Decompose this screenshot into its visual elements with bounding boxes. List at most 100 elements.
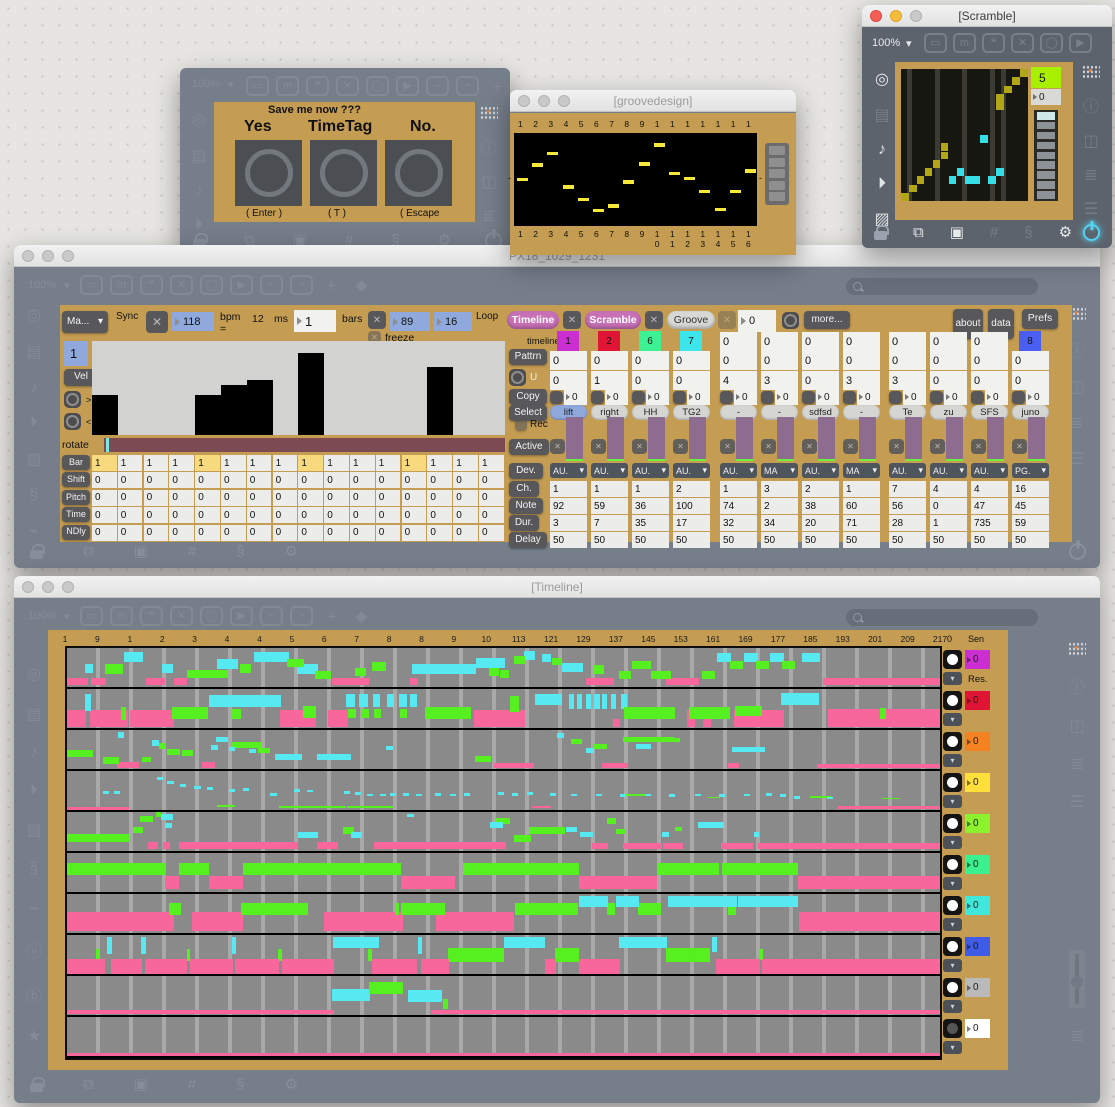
info-icon[interactable]: ⓘ bbox=[1068, 680, 1085, 697]
copy-numbox[interactable]: 0 bbox=[775, 389, 798, 405]
timeline-clip[interactable] bbox=[738, 896, 798, 908]
timeline-clip[interactable] bbox=[568, 694, 575, 709]
toggle-icon[interactable]: ◯ bbox=[200, 606, 223, 626]
playbar-icon[interactable]: ▶ bbox=[230, 606, 253, 626]
playbar-icon[interactable]: ⏵ bbox=[877, 175, 886, 192]
timeline-clip[interactable] bbox=[780, 794, 787, 798]
message-icon[interactable]: m bbox=[953, 33, 976, 53]
u-numbox[interactable]: 3 bbox=[761, 371, 798, 390]
device-dropdown[interactable]: AU. ▾ bbox=[550, 463, 587, 478]
button-icon[interactable]: ✕ bbox=[336, 76, 359, 96]
timeline-clip[interactable] bbox=[67, 833, 129, 842]
timeline-clip[interactable] bbox=[594, 694, 600, 709]
pattrn-numbox[interactable]: 0 bbox=[591, 351, 628, 370]
active-x-button[interactable]: ✕ bbox=[720, 439, 735, 454]
info-icon[interactable]: ⓘ bbox=[1082, 99, 1099, 116]
u-numbox[interactable]: 0 bbox=[632, 371, 669, 390]
timeline-clip[interactable] bbox=[296, 663, 318, 674]
lock-icon[interactable] bbox=[193, 232, 208, 248]
timeline-clip[interactable] bbox=[668, 896, 738, 908]
matrix-cell-olive[interactable] bbox=[916, 176, 925, 185]
timeline-clip[interactable] bbox=[355, 792, 362, 796]
timeline-clip[interactable] bbox=[561, 662, 583, 673]
copy-numbox[interactable]: 0 bbox=[564, 389, 587, 405]
timeline-clip[interactable] bbox=[114, 791, 121, 794]
timeline-clip[interactable] bbox=[651, 671, 672, 680]
timeline-clip[interactable] bbox=[211, 744, 218, 751]
panes-icon[interactable]: ◫ bbox=[1083, 133, 1099, 150]
copy-mini-button[interactable] bbox=[550, 391, 563, 404]
note-numbox[interactable]: 2 bbox=[761, 498, 798, 514]
vel-button[interactable]: Vel bbox=[64, 369, 98, 386]
target-icon[interactable]: ◎ bbox=[27, 307, 41, 324]
timeline-track[interactable] bbox=[67, 771, 940, 812]
seq-cell[interactable]: 0 bbox=[272, 489, 298, 506]
timeline-clip[interactable] bbox=[217, 805, 236, 807]
copy-mini-button[interactable] bbox=[673, 391, 686, 404]
timeline-clip[interactable] bbox=[178, 842, 299, 850]
copy-mini-button[interactable] bbox=[843, 391, 856, 404]
no-button[interactable] bbox=[385, 140, 452, 206]
v89-numbox[interactable]: 89 bbox=[390, 312, 430, 331]
timeline-clip[interactable] bbox=[240, 903, 308, 916]
channel-numbox[interactable]: 0 bbox=[971, 332, 1008, 351]
matrix-cell-cyan[interactable] bbox=[956, 168, 965, 176]
timeline-clip[interactable] bbox=[781, 660, 796, 670]
copy-icon[interactable]: ⧉ bbox=[83, 1075, 94, 1093]
ch-numbox[interactable]: 3 bbox=[761, 481, 798, 497]
timeline-clip[interactable] bbox=[636, 744, 652, 750]
timeline-clip[interactable] bbox=[743, 793, 750, 797]
panes-icon[interactable]: ◫ bbox=[1069, 379, 1085, 396]
channel-level-bar[interactable] bbox=[736, 417, 753, 461]
dur-numbox[interactable]: 59 bbox=[1012, 515, 1049, 531]
timeline-clip[interactable] bbox=[701, 671, 715, 680]
note-numbox[interactable]: 74 bbox=[720, 498, 757, 514]
timeline-clip[interactable] bbox=[243, 863, 393, 875]
console-icon[interactable]: ▤ bbox=[26, 344, 42, 361]
timeline-clip[interactable] bbox=[879, 707, 886, 720]
channel-numbox[interactable]: 0 bbox=[889, 332, 926, 351]
timeline-clip[interactable] bbox=[463, 863, 579, 875]
timeline-clip[interactable] bbox=[826, 796, 833, 800]
copy-mini-button[interactable] bbox=[930, 391, 943, 404]
seq-cell[interactable]: 1 bbox=[272, 455, 298, 471]
dur-numbox[interactable]: 1 bbox=[930, 515, 967, 531]
timeline-clip[interactable] bbox=[586, 747, 595, 753]
u-numbox[interactable]: 0 bbox=[802, 371, 839, 390]
timeline-clip[interactable] bbox=[67, 710, 87, 727]
scramble-button[interactable]: Scramble bbox=[585, 311, 641, 329]
slider-cell[interactable] bbox=[1037, 141, 1055, 150]
groove-note[interactable] bbox=[547, 151, 559, 156]
timeline-clip[interactable] bbox=[665, 948, 692, 962]
timeline-clip[interactable] bbox=[379, 793, 386, 797]
matrix-cell-olive[interactable] bbox=[1012, 77, 1020, 86]
minimize-button[interactable] bbox=[890, 10, 902, 22]
timeline-clip[interactable] bbox=[623, 794, 649, 797]
seq-cell[interactable]: 0 bbox=[272, 524, 298, 541]
note-icon[interactable]: ♪ bbox=[30, 379, 38, 396]
timeline-clip[interactable] bbox=[769, 653, 784, 663]
timeline-clip[interactable] bbox=[717, 653, 732, 663]
grid-icon[interactable]: # bbox=[187, 542, 197, 560]
copy-numbox[interactable]: 0 bbox=[903, 389, 926, 405]
panes-icon[interactable]: ◫ bbox=[481, 174, 497, 191]
timeline-clip[interactable] bbox=[721, 863, 798, 875]
timeline-clip[interactable] bbox=[631, 660, 652, 670]
timeline-clip[interactable] bbox=[166, 748, 181, 755]
next-button[interactable] bbox=[64, 391, 81, 408]
timeline-clip[interactable] bbox=[578, 896, 609, 908]
console-icon[interactable]: ▤ bbox=[191, 148, 207, 165]
copy-mini-button[interactable] bbox=[802, 391, 815, 404]
ch-numbox[interactable]: 4 bbox=[930, 481, 967, 497]
timeline-clip[interactable] bbox=[286, 658, 305, 668]
u-circle-button[interactable] bbox=[509, 369, 526, 386]
timeline-clip[interactable] bbox=[391, 863, 402, 875]
griddots-icon[interactable] bbox=[1068, 642, 1086, 656]
channel-level-bar[interactable] bbox=[1028, 417, 1045, 461]
timeline-clip[interactable] bbox=[673, 737, 680, 743]
timeline-clip[interactable] bbox=[95, 949, 100, 961]
timeline-clip[interactable] bbox=[173, 678, 188, 686]
ch-numbox[interactable]: 7 bbox=[889, 481, 926, 497]
copy-icon[interactable]: ⧉ bbox=[83, 542, 94, 560]
message-icon[interactable]: m bbox=[276, 76, 299, 96]
